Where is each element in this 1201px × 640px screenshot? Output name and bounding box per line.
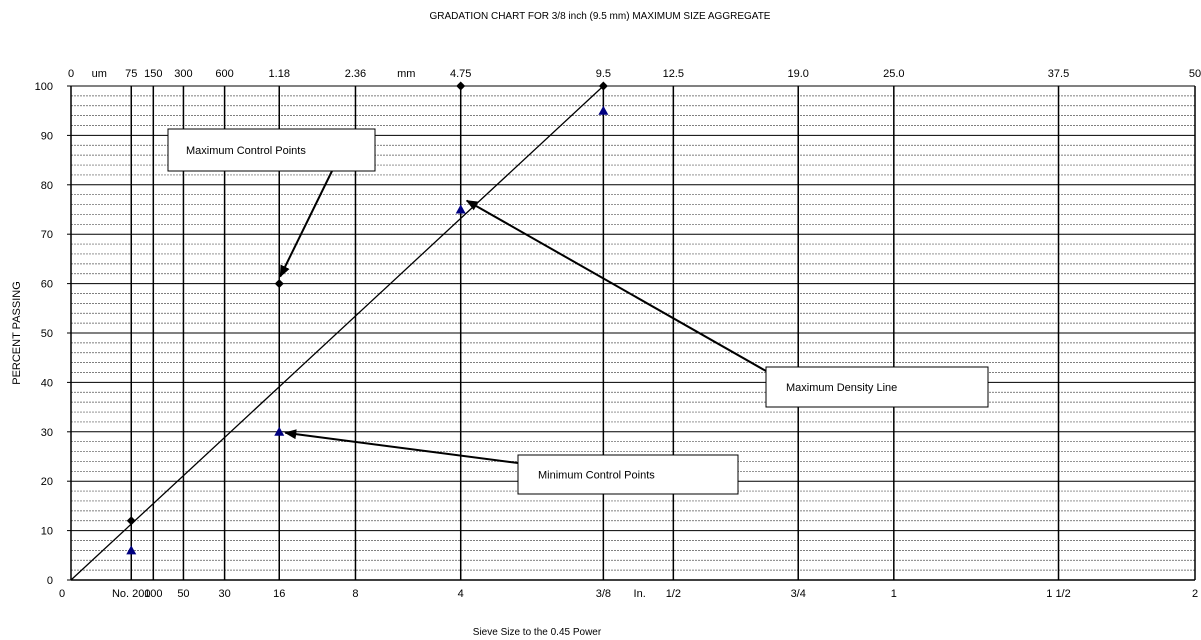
y-tick-label: 80 <box>41 180 53 192</box>
bottom-tick-label: 30 <box>218 588 230 600</box>
top-tick-label: 25.0 <box>883 68 904 80</box>
bottom-tick-label: 0 <box>59 588 65 600</box>
bottom-unit-label: In. <box>634 588 646 600</box>
top-tick-label: 150 <box>144 68 162 80</box>
callout-arrow <box>284 429 519 464</box>
y-axis-label: PERCENT PASSING <box>11 281 23 385</box>
callout-label: Maximum Density Line <box>786 382 897 394</box>
max-control-point <box>456 81 466 91</box>
y-tick-label: 40 <box>41 377 53 389</box>
y-tick-label: 70 <box>41 229 53 241</box>
top-tick-label: 9.5 <box>596 68 611 80</box>
bottom-tick-label: 50 <box>177 588 189 600</box>
bottom-tick-label: 100 <box>144 588 162 600</box>
top-tick-label: 19.0 <box>788 68 809 80</box>
max-control-point <box>274 279 284 289</box>
callout-box <box>517 454 739 495</box>
callout-label: Minimum Control Points <box>538 470 655 482</box>
min-control-point <box>598 105 609 115</box>
callout-box <box>167 128 376 172</box>
max-control-point <box>126 516 136 526</box>
min-control-point <box>274 426 285 436</box>
chart-title: GRADATION CHART FOR 3/8 inch (9.5 mm) MA… <box>430 11 771 22</box>
top-tick-label: 0 <box>68 68 74 80</box>
max-control-point <box>598 81 608 91</box>
top-tick-label: 600 <box>215 68 233 80</box>
top-tick-label: 300 <box>174 68 192 80</box>
y-tick-label: 10 <box>41 526 53 538</box>
gridlines <box>67 85 1196 581</box>
top-tick-label: 12.5 <box>663 68 684 80</box>
y-tick-label: 0 <box>47 575 53 587</box>
callout-arrow <box>465 199 767 372</box>
y-tick-label: 30 <box>41 427 53 439</box>
min-control-point <box>455 204 466 214</box>
bottom-tick-label: 1/2 <box>666 588 681 600</box>
callout-label: Maximum Control Points <box>186 145 306 157</box>
bottom-tick-label: 3/4 <box>791 588 806 600</box>
top-unit-label: mm <box>397 68 415 80</box>
bottom-tick-label: 4 <box>458 588 464 600</box>
annotation-layer: Maximum Control Points Maximum Density Li… <box>167 128 989 495</box>
bottom-tick-label: 16 <box>273 588 285 600</box>
bottom-tick-label: 3/8 <box>596 588 611 600</box>
callout-arrow <box>279 170 333 278</box>
x-axis-label: Sieve Size to the 0.45 Power <box>473 627 602 638</box>
top-tick-label: 37.5 <box>1048 68 1069 80</box>
top-unit-label: um <box>92 68 107 80</box>
bottom-tick-label: 8 <box>352 588 358 600</box>
y-tick-label: 20 <box>41 476 53 488</box>
bottom-tick-label: 1 1/2 <box>1046 588 1070 600</box>
bottom-tick-label: 1 <box>891 588 897 600</box>
y-tick-label: 100 <box>35 81 53 93</box>
y-tick-label: 50 <box>41 328 53 340</box>
bottom-tick-label: 2 <box>1192 588 1198 600</box>
callout-box <box>765 366 989 408</box>
top-tick-label: 1.18 <box>269 68 290 80</box>
maximum-density-line <box>70 85 604 581</box>
y-tick-label: 60 <box>41 279 53 291</box>
series-layer <box>70 81 609 581</box>
top-tick-label: 2.36 <box>345 68 366 80</box>
top-tick-label: 4.75 <box>450 68 471 80</box>
y-tick-label: 90 <box>41 130 53 142</box>
top-tick-label: 50 <box>1189 68 1201 80</box>
bottom-tick-label: No. 200 <box>112 588 151 600</box>
min-control-point <box>126 545 137 555</box>
top-tick-label: 75 <box>125 68 137 80</box>
